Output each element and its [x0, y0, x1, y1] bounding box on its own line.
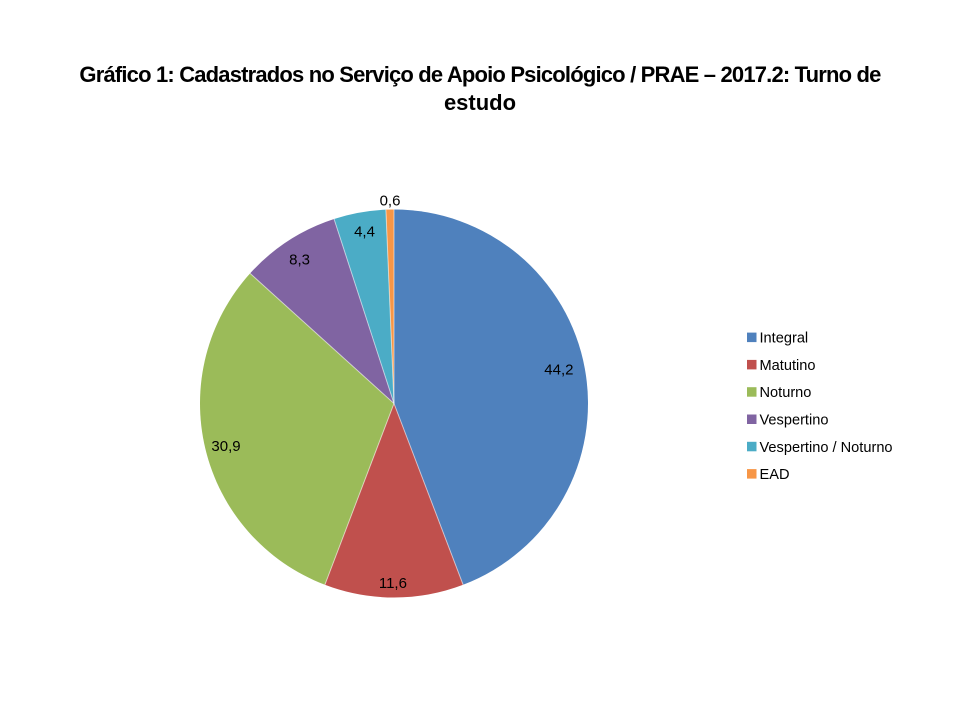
- svg-text:Vespertino / Noturno: Vespertino / Noturno: [760, 440, 893, 456]
- svg-text:EAD: EAD: [760, 467, 790, 483]
- svg-text:Integral: Integral: [760, 331, 809, 347]
- svg-text:44,2: 44,2: [544, 361, 573, 378]
- svg-text:0,6: 0,6: [380, 193, 401, 210]
- svg-text:Matutino: Matutino: [760, 358, 816, 374]
- svg-text:Vespertino: Vespertino: [760, 413, 829, 429]
- svg-text:8,3: 8,3: [289, 252, 310, 269]
- svg-text:4,4: 4,4: [354, 224, 375, 241]
- svg-text:Noturno: Noturno: [760, 385, 812, 401]
- svg-text:30,9: 30,9: [211, 438, 240, 455]
- svg-text:11,6: 11,6: [379, 575, 407, 592]
